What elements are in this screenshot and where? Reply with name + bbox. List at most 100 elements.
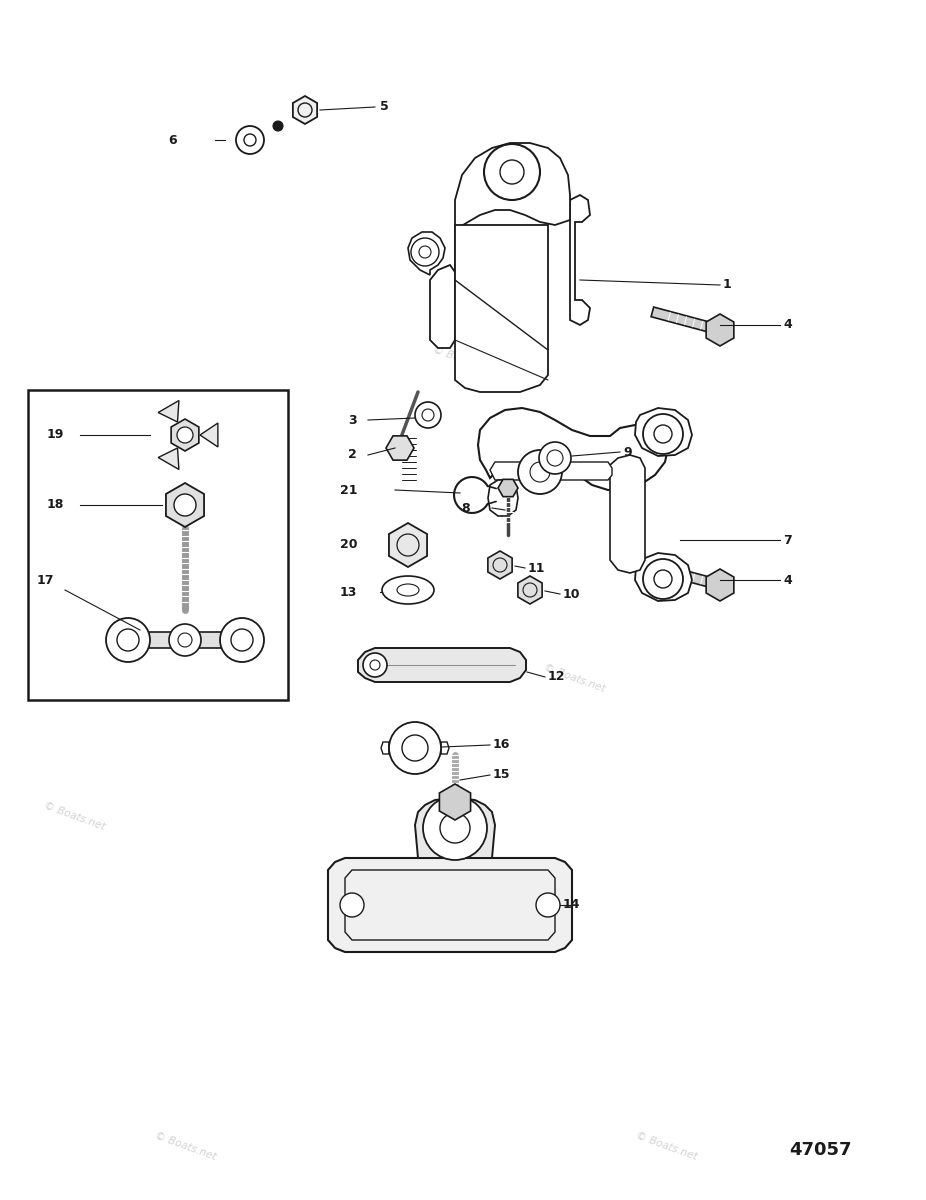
Polygon shape (490, 462, 612, 480)
Circle shape (419, 246, 431, 258)
Polygon shape (381, 742, 389, 754)
Text: 2: 2 (348, 449, 357, 462)
Text: 11: 11 (528, 562, 545, 575)
Circle shape (236, 126, 264, 154)
Polygon shape (293, 96, 317, 124)
Circle shape (177, 427, 193, 443)
Text: 16: 16 (493, 738, 510, 751)
Text: 15: 15 (493, 768, 510, 781)
Text: © Boats.net: © Boats.net (431, 344, 495, 376)
Polygon shape (707, 314, 734, 346)
Circle shape (484, 144, 540, 200)
Text: 13: 13 (340, 586, 357, 599)
Text: 4: 4 (783, 574, 792, 587)
Polygon shape (707, 569, 734, 601)
Polygon shape (158, 448, 179, 469)
Circle shape (536, 893, 560, 917)
Text: 5: 5 (380, 101, 389, 114)
Text: © Boats.net: © Boats.net (542, 662, 607, 694)
Circle shape (231, 629, 253, 650)
Circle shape (523, 583, 537, 596)
Circle shape (370, 660, 380, 670)
Circle shape (530, 462, 550, 482)
Bar (28, 390, 288, 700)
Polygon shape (171, 419, 199, 451)
Text: 6: 6 (168, 133, 177, 146)
Circle shape (643, 559, 683, 599)
Circle shape (422, 409, 434, 421)
Circle shape (547, 450, 563, 466)
Text: 20: 20 (340, 539, 357, 552)
Text: © Boats.net: © Boats.net (634, 1130, 699, 1162)
Text: 18: 18 (46, 498, 64, 511)
Circle shape (389, 722, 441, 774)
Polygon shape (488, 551, 512, 578)
Polygon shape (345, 870, 555, 940)
Ellipse shape (382, 576, 434, 604)
Circle shape (340, 893, 364, 917)
Text: 10: 10 (563, 588, 581, 600)
Circle shape (244, 134, 256, 146)
Circle shape (493, 558, 507, 572)
Polygon shape (158, 401, 179, 422)
Circle shape (411, 238, 439, 266)
Polygon shape (386, 436, 414, 460)
Circle shape (415, 402, 441, 428)
Polygon shape (358, 648, 526, 682)
Circle shape (500, 160, 524, 184)
Polygon shape (389, 523, 427, 566)
Text: 19: 19 (46, 428, 64, 442)
Polygon shape (518, 576, 542, 604)
Polygon shape (441, 742, 449, 754)
Polygon shape (455, 226, 548, 392)
Text: 1: 1 (723, 278, 732, 292)
Circle shape (654, 425, 672, 443)
Circle shape (298, 103, 312, 116)
Polygon shape (478, 408, 668, 490)
Polygon shape (635, 408, 692, 456)
Circle shape (423, 796, 487, 860)
Polygon shape (455, 143, 570, 270)
Circle shape (397, 534, 419, 556)
Text: 17: 17 (36, 574, 54, 587)
Polygon shape (570, 194, 590, 325)
Text: 21: 21 (340, 484, 357, 497)
Circle shape (169, 624, 201, 656)
Polygon shape (408, 232, 445, 275)
Text: 9: 9 (623, 445, 632, 458)
Polygon shape (120, 632, 250, 648)
Circle shape (539, 442, 571, 474)
Circle shape (178, 634, 192, 647)
Circle shape (106, 618, 150, 662)
Text: 3: 3 (348, 414, 357, 426)
Polygon shape (440, 784, 470, 820)
Text: © Boats.net: © Boats.net (153, 1130, 218, 1162)
Text: © Boats.net: © Boats.net (42, 800, 106, 832)
Circle shape (363, 653, 387, 677)
Text: 4: 4 (783, 318, 792, 331)
Polygon shape (200, 424, 218, 446)
Polygon shape (610, 455, 645, 572)
Text: 7: 7 (783, 534, 792, 546)
Circle shape (174, 494, 196, 516)
Polygon shape (488, 480, 518, 516)
Circle shape (117, 629, 139, 650)
Polygon shape (415, 798, 495, 858)
Circle shape (440, 814, 470, 842)
Circle shape (643, 414, 683, 454)
Text: 12: 12 (548, 671, 566, 684)
Polygon shape (635, 553, 692, 601)
Circle shape (402, 734, 428, 761)
Polygon shape (651, 307, 721, 335)
Polygon shape (651, 562, 721, 590)
Ellipse shape (397, 584, 419, 596)
Polygon shape (166, 482, 204, 527)
Circle shape (518, 450, 562, 494)
Circle shape (220, 618, 264, 662)
Polygon shape (498, 479, 518, 497)
Text: 8: 8 (461, 502, 470, 515)
Polygon shape (430, 265, 455, 348)
Circle shape (273, 121, 283, 131)
Text: 47057: 47057 (789, 1141, 851, 1159)
Text: 14: 14 (563, 899, 581, 912)
